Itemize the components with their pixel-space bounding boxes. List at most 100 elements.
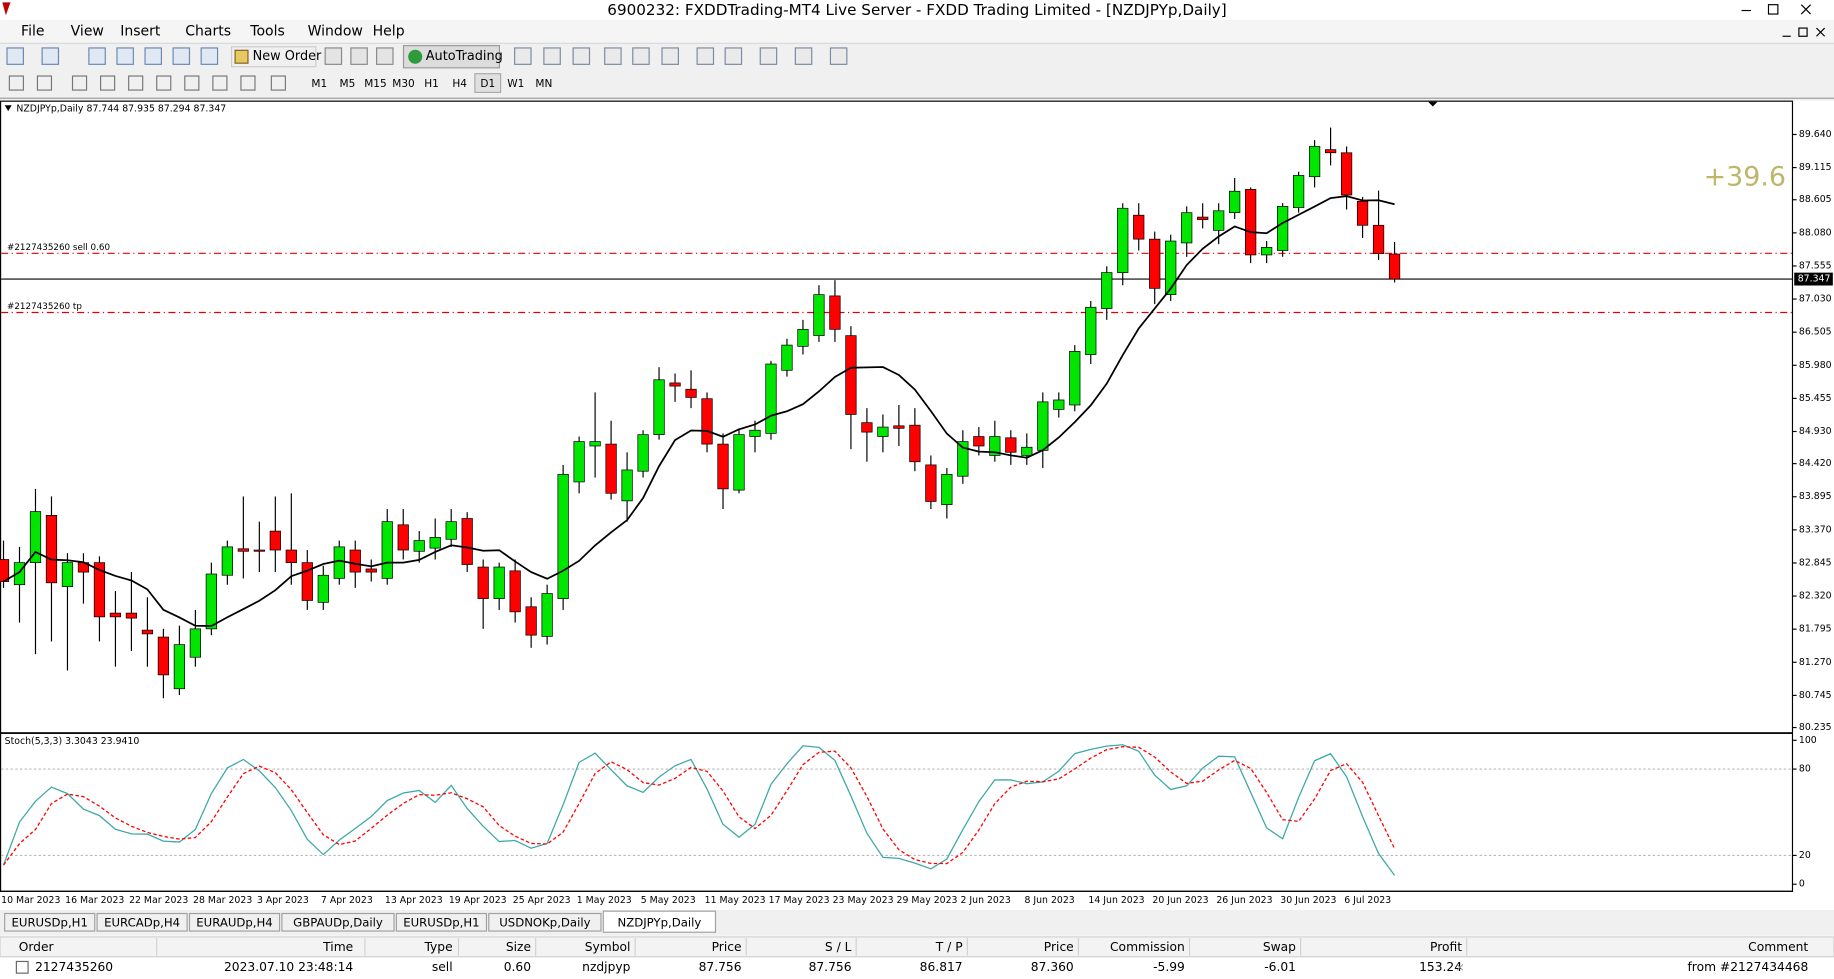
column-header[interactable]: Price	[1044, 940, 1074, 954]
tool-icon[interactable]	[200, 47, 219, 65]
tab-label[interactable]: EURUSDp,H1	[403, 915, 479, 929]
menu-item[interactable]: Tools	[249, 24, 285, 40]
column-header[interactable]: Comment	[1748, 940, 1808, 954]
column-header[interactable]: S / L	[825, 940, 852, 954]
restore[interactable]	[1767, 4, 1779, 15]
autotrading-button[interactable]	[402, 45, 501, 69]
new-order-button[interactable]	[231, 46, 317, 68]
order-cell[interactable]: 87.756	[809, 960, 852, 974]
column-header[interactable]: T / P	[935, 940, 963, 954]
tool-icon[interactable]	[240, 75, 256, 91]
tool-icon[interactable]	[144, 47, 162, 65]
tool-icon[interactable]	[350, 47, 368, 65]
timeframe-button[interactable]: M30	[392, 78, 414, 90]
tool-icon[interactable]	[100, 75, 116, 91]
order-cell[interactable]: nzdjpyp	[582, 960, 630, 974]
tool-icon[interactable]	[696, 47, 715, 65]
tool-icon[interactable]	[172, 47, 191, 65]
order-cell[interactable]: sell	[432, 960, 453, 974]
order-cell[interactable]: 153.24	[1419, 960, 1462, 974]
order-cell[interactable]: 87.756	[699, 960, 742, 974]
timeframe-button[interactable]: M15	[364, 78, 386, 90]
order-cell[interactable]: 87.360	[1031, 960, 1074, 974]
menu-item[interactable]: Charts	[185, 24, 231, 40]
menu-item[interactable]: Window	[308, 24, 363, 40]
tool-icon[interactable]	[88, 47, 106, 65]
tab-label[interactable]: USDNOKp,Daily	[499, 915, 590, 929]
order-cell[interactable]: 0.60	[504, 960, 531, 974]
column-header[interactable]: Size	[506, 940, 531, 954]
column-header[interactable]: Symbol	[585, 940, 631, 954]
tab[interactable]	[96, 912, 188, 932]
tool-icon[interactable]	[184, 75, 200, 91]
menu-item[interactable]: File	[21, 24, 44, 40]
menu-item[interactable]: Insert	[120, 24, 161, 40]
tool-icon[interactable]	[376, 47, 394, 65]
tab-label[interactable]: EURCADp,H4	[104, 915, 180, 929]
column-header[interactable]: Order	[19, 940, 55, 954]
column-header[interactable]: Commission	[1110, 940, 1185, 954]
tool-icon[interactable]	[759, 47, 778, 65]
tab[interactable]	[602, 910, 717, 933]
order-cell[interactable]: -5.99	[1153, 960, 1185, 974]
tool-icon[interactable]	[661, 47, 679, 65]
mdi-controls[interactable]	[1782, 27, 1826, 37]
column-header[interactable]: Profit	[1430, 940, 1462, 954]
tool-icon[interactable]	[41, 47, 60, 65]
timeframe-button[interactable]: M1	[311, 78, 327, 90]
tool-icon[interactable]	[71, 75, 88, 91]
window-controls[interactable]	[1741, 4, 1812, 15]
column-header[interactable]: Price	[712, 940, 742, 954]
tool-icon[interactable]	[128, 75, 144, 91]
tool-icon[interactable]	[36, 75, 53, 91]
candle-body	[1005, 437, 1017, 453]
autotrading-label[interactable]: AutoTrading	[426, 49, 503, 64]
tab-label[interactable]: EURUSDp,H1	[12, 915, 88, 929]
mdi-restore[interactable]	[1798, 27, 1808, 37]
tool-icon[interactable]	[604, 47, 622, 65]
tool-icon[interactable]	[514, 47, 532, 65]
new-order-label[interactable]: New Order	[253, 49, 322, 64]
timeframe-button[interactable]: D1	[480, 78, 495, 90]
tool-icon[interactable]	[543, 47, 561, 65]
tool-icon[interactable]	[794, 47, 813, 65]
order-cell[interactable]: from #2127434468	[1688, 960, 1809, 974]
tool-icon[interactable]	[6, 47, 24, 65]
column-header[interactable]: Time	[322, 940, 353, 954]
order-cell[interactable]: 2023.07.10 23:48:14	[224, 960, 353, 974]
timeframe-button[interactable]: H1	[424, 78, 439, 90]
close-order[interactable]: ×	[1455, 960, 1465, 974]
tab-label[interactable]: NZDJPYp,Daily	[617, 915, 701, 929]
candle-body	[861, 422, 873, 433]
tool-icon[interactable]	[212, 75, 228, 91]
timeframe-button[interactable]: M5	[340, 78, 356, 90]
tab[interactable]	[488, 912, 602, 932]
tool-icon[interactable]	[572, 47, 591, 65]
tab[interactable]	[4, 912, 96, 932]
tool-icon[interactable]	[156, 75, 172, 91]
order-cell[interactable]: 2127435260	[35, 960, 113, 974]
mdi-close[interactable]	[1816, 27, 1826, 37]
tool-icon[interactable]	[724, 47, 743, 65]
tool-icon[interactable]	[632, 47, 650, 65]
tab-label[interactable]: GBPAUDp,Daily	[293, 915, 383, 929]
tool-icon[interactable]	[270, 75, 286, 91]
tool-icon[interactable]	[116, 47, 134, 65]
tool-icon[interactable]	[8, 75, 24, 91]
order-cell[interactable]: -6.01	[1264, 960, 1296, 974]
timeframe-button[interactable]: H4	[452, 78, 467, 90]
tab[interactable]	[281, 912, 395, 932]
column-header[interactable]: Type	[423, 940, 452, 954]
tab[interactable]	[395, 912, 488, 932]
tab-label[interactable]: EURAUDp,H4	[196, 915, 272, 929]
column-header[interactable]: Swap	[1263, 940, 1296, 954]
menu-item[interactable]: Help	[373, 24, 405, 40]
timeframe-button[interactable]: W1	[507, 78, 524, 90]
timeframe-button[interactable]: MN	[535, 78, 552, 90]
menu-item[interactable]: View	[71, 24, 104, 40]
tool-icon[interactable]	[324, 47, 343, 65]
order-cell[interactable]: 86.817	[920, 960, 963, 974]
tool-icon[interactable]	[829, 47, 848, 65]
tab[interactable]	[188, 912, 281, 932]
close[interactable]	[1800, 4, 1812, 15]
